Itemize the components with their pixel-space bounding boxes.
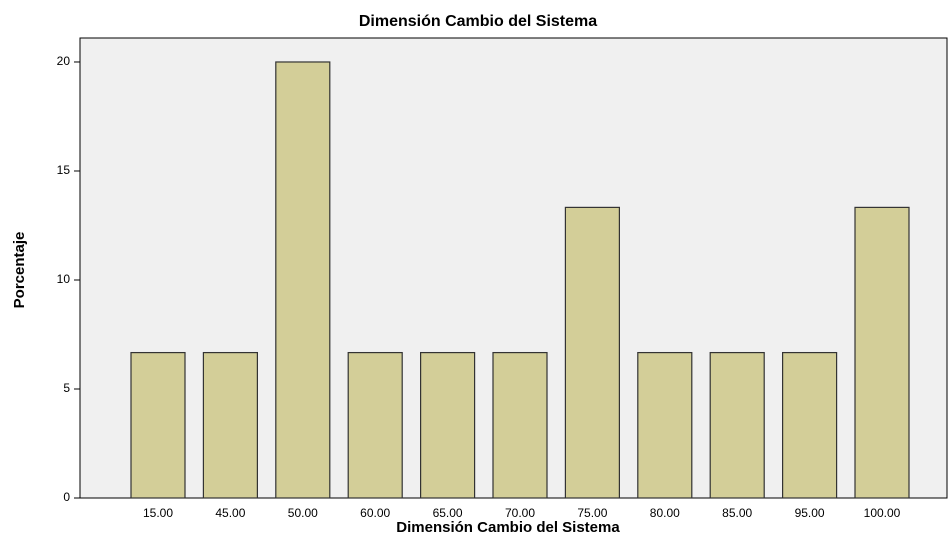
x-tick-label: 15.00 [143,506,173,520]
bar [275,61,331,499]
bar [709,351,765,499]
x-tick-label: 45.00 [215,506,245,520]
x-axis-label: Dimensión Cambio del Sistema [396,519,620,536]
x-tick-label: 75.00 [577,506,607,520]
bar [564,206,621,499]
x-tick-label: 100.00 [864,506,901,520]
y-axis-label: Porcentaje [11,232,28,309]
x-tick-label: 60.00 [360,506,390,520]
y-tick-label: 0 [63,490,70,504]
y-tick-label: 5 [63,381,70,395]
x-tick-label: 95.00 [795,506,825,520]
y-tick-label: 20 [57,54,71,68]
bar [781,351,838,499]
bar [347,351,403,499]
bar [637,351,693,499]
x-tick-label: 50.00 [288,506,318,520]
bar [420,351,476,499]
x-tick-label: 70.00 [505,506,535,520]
bar [854,206,910,499]
x-tick-label: 65.00 [433,506,463,520]
x-tick-label: 80.00 [650,506,680,520]
bar [492,351,548,499]
y-tick-label: 15 [57,163,71,177]
bar [130,351,186,499]
bar [202,351,258,499]
x-tick-label: 85.00 [722,506,752,520]
y-tick-label: 10 [57,272,71,286]
chart-title: Dimensión Cambio del Sistema [359,13,597,30]
